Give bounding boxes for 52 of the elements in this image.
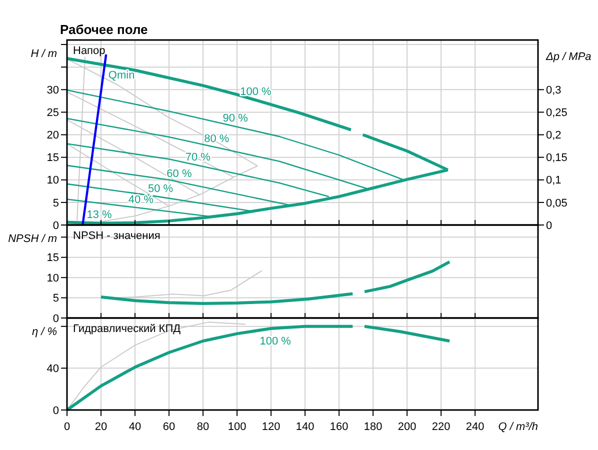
y-tick-label: 5 — [52, 197, 59, 210]
x-tick-label: 60 — [162, 421, 176, 433]
y-tick-label: 5 — [52, 292, 59, 305]
annotation: 40 % — [128, 194, 154, 206]
y2-tick-label: 0,3 — [546, 84, 562, 96]
annotation: 50 % — [148, 182, 174, 195]
annotation: 100 % — [260, 335, 292, 348]
y-tick-label: 15 — [46, 252, 59, 264]
y2-tick-label: 0,1 — [546, 174, 562, 187]
y-tick-label: 20 — [46, 130, 59, 142]
y-tick-label: 25 — [46, 107, 59, 120]
annotation: 60 % — [166, 168, 192, 180]
y-tick-label: 0 — [52, 220, 59, 232]
y-axis-title: NPSH / m — [8, 233, 57, 245]
x-tick-label: 180 — [364, 421, 382, 433]
y2-axis-title: Δp / MPa — [545, 51, 592, 63]
x-tick-label: 160 — [330, 421, 348, 433]
y-tick-label: 0 — [52, 404, 59, 417]
annotation: 70 % — [185, 151, 211, 164]
y2-tick-label: 0,15 — [546, 152, 568, 164]
x-axis-title: Q / m³/h — [498, 421, 538, 433]
y-tick-label: 0 — [52, 312, 59, 325]
y-tick-label: 10 — [46, 272, 59, 284]
y2-tick-label: 0,25 — [546, 107, 568, 120]
y-tick-label: 10 — [46, 174, 59, 187]
y-axis-title: η / % — [32, 326, 58, 338]
x-tick-label: 100 — [228, 421, 246, 433]
x-tick-label: 20 — [94, 421, 108, 433]
x-tick-label: 0 — [64, 421, 70, 433]
y2-tick-label: 0,2 — [546, 130, 562, 142]
x-tick-label: 140 — [296, 421, 314, 433]
y2-tick-label: 0,05 — [546, 197, 568, 210]
annotation: 80 % — [204, 133, 230, 146]
annotation: NPSH - значения — [73, 230, 160, 242]
x-tick-label: 120 — [262, 421, 280, 433]
chart-title: Рабочее поле — [60, 22, 148, 37]
y-tick-label: 30 — [46, 84, 59, 96]
annotation: 13 % — [86, 209, 112, 222]
y-tick-label: 15 — [46, 152, 59, 164]
x-tick-label: 220 — [432, 421, 450, 433]
y-axis-title: H / m — [30, 48, 57, 60]
annotation: 100 % — [240, 86, 272, 98]
x-tick-label: 200 — [398, 421, 416, 433]
x-tick-label: 40 — [128, 421, 142, 433]
y2-tick-label: 0 — [546, 220, 552, 232]
annotation: Гидравлический КПД — [73, 323, 182, 335]
annotation: 90 % — [222, 112, 248, 124]
y-tick-label: 40 — [46, 363, 59, 376]
annotation: Qmin — [108, 70, 135, 82]
x-tick-label: 240 — [466, 421, 484, 433]
x-tick-label: 80 — [196, 421, 210, 433]
annotation: Напор — [73, 45, 106, 57]
